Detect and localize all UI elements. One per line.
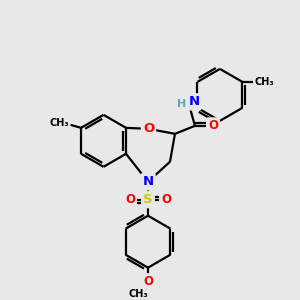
- Text: N: N: [188, 95, 200, 108]
- Text: CH₃: CH₃: [49, 118, 69, 128]
- Text: H: H: [177, 99, 187, 109]
- Text: O: O: [208, 119, 218, 132]
- Text: O: O: [161, 193, 171, 206]
- Text: S: S: [143, 193, 153, 206]
- Text: O: O: [208, 119, 218, 132]
- Text: CH₃: CH₃: [49, 118, 69, 128]
- Text: CH₃: CH₃: [128, 289, 148, 298]
- Text: O: O: [143, 275, 153, 288]
- Text: O: O: [161, 193, 171, 206]
- Text: H: H: [177, 99, 187, 109]
- Text: O: O: [143, 275, 153, 288]
- Text: CH₃: CH₃: [255, 77, 274, 87]
- Text: N: N: [188, 95, 200, 108]
- Text: N: N: [142, 175, 154, 188]
- Text: O: O: [125, 193, 135, 206]
- Text: O: O: [143, 122, 154, 135]
- Text: CH₃: CH₃: [128, 289, 148, 298]
- Text: O: O: [125, 193, 135, 206]
- Text: N: N: [142, 175, 154, 188]
- Text: S: S: [143, 193, 153, 206]
- Text: CH₃: CH₃: [255, 77, 274, 87]
- Text: O: O: [143, 122, 154, 135]
